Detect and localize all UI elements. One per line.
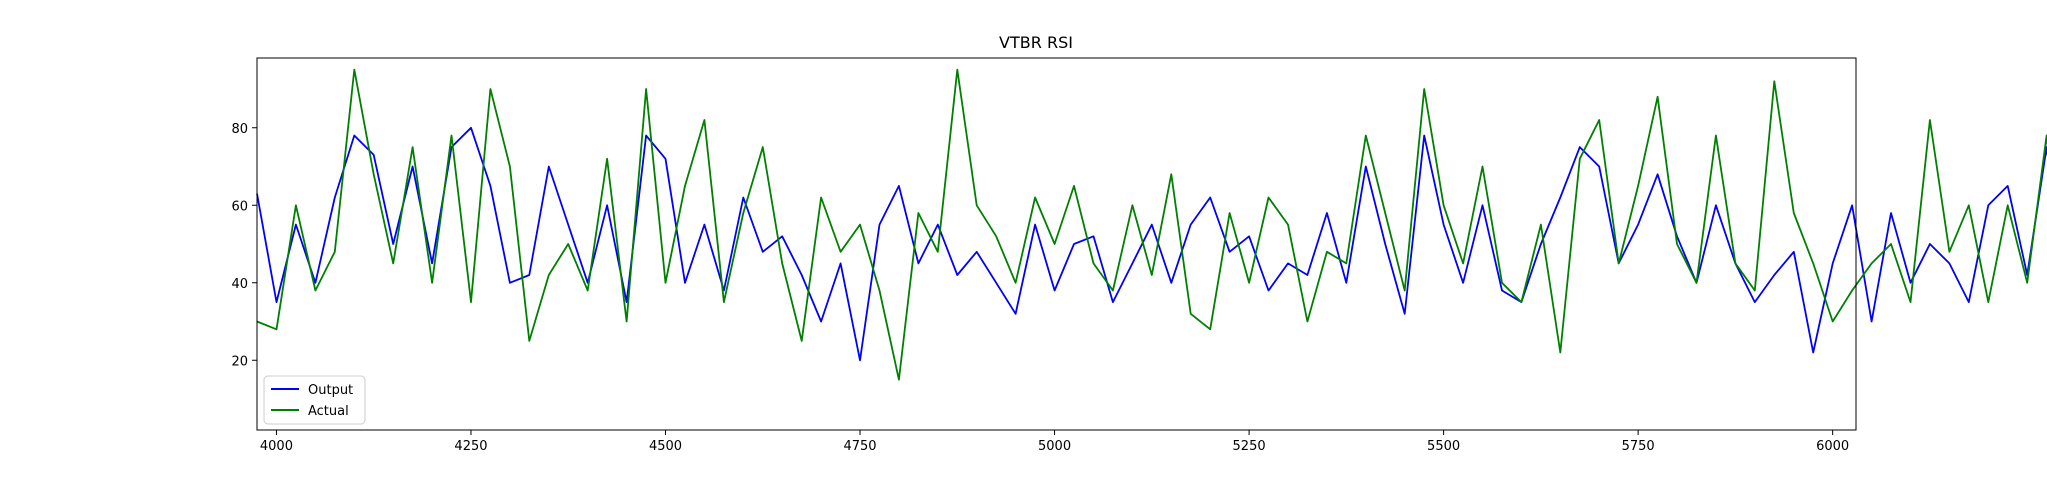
y-tick-label: 80 (231, 122, 248, 137)
series-line-actual (256, 68, 2047, 381)
legend-label-output: Output (308, 383, 353, 398)
x-tick-label: 5250 (1233, 439, 1266, 454)
y-tick-label: 60 (231, 199, 248, 214)
x-tick-label: 4750 (843, 439, 876, 454)
legend: Output Actual (263, 375, 366, 425)
plot-frame (256, 57, 1857, 431)
x-tick-label: 5750 (1622, 439, 1655, 454)
x-tick-label: 5000 (1038, 439, 1071, 454)
x-tick-label: 4500 (649, 439, 682, 454)
series-line-output (256, 126, 2047, 362)
y-axis: 20 40 60 80 (231, 122, 257, 369)
x-tick-label: 4250 (454, 439, 487, 454)
x-tick-label: 6000 (1816, 439, 1849, 454)
y-tick-label: 20 (231, 354, 248, 369)
x-axis: 4000 4250 4500 4750 5000 5250 5500 5750 6000 (260, 430, 1849, 454)
chart-title: VTBR RSI (999, 33, 1073, 52)
x-tick-label: 4000 (260, 439, 293, 454)
legend-label-actual: Actual (308, 404, 349, 419)
plot-area (256, 57, 2047, 431)
x-tick-label: 5500 (1427, 439, 1460, 454)
plot-background (257, 58, 1856, 430)
y-tick-label: 40 (231, 277, 248, 292)
series-layer (256, 68, 2047, 381)
